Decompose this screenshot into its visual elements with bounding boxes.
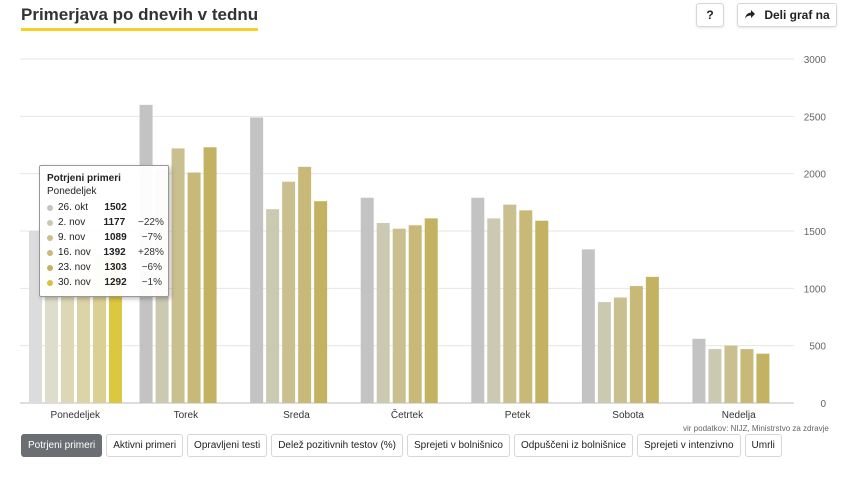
bar <box>692 338 706 403</box>
bar <box>45 268 58 403</box>
bar <box>298 166 312 403</box>
bar <box>392 228 406 403</box>
legend-dot <box>47 249 53 256</box>
tab-4[interactable]: Delež pozitivnih testov (%) <box>271 434 404 457</box>
x-tick-label: Četrtek <box>391 408 424 421</box>
tooltip-date: 9. nov <box>58 232 86 243</box>
x-tick-label: Torek <box>174 410 199 421</box>
tooltip-value: 1292 <box>104 277 127 288</box>
tooltip-row: 23. nov 1303 −6% <box>47 260 162 275</box>
tab-1[interactable]: Potrjeni primeri <box>21 434 103 457</box>
tab-2[interactable]: Aktivni primeri <box>106 434 184 457</box>
bar <box>266 209 280 403</box>
bar <box>581 249 595 403</box>
x-tick-label: Sreda <box>283 410 310 421</box>
share-label: Deli graf na <box>764 8 830 22</box>
tooltip-value: 1177 <box>103 217 126 228</box>
bar <box>61 278 74 403</box>
bar <box>250 117 264 403</box>
tooltip-subtitle: Ponedeljek <box>47 186 97 197</box>
x-tick-label: Nedelja <box>722 410 756 421</box>
tooltip-date: 23. nov <box>58 262 91 273</box>
bar <box>29 230 42 403</box>
tooltip-row: 16. nov 1392 +28% <box>47 245 164 260</box>
help-button[interactable]: ? <box>696 3 724 27</box>
tooltip-change: −6% <box>141 262 162 273</box>
bar <box>503 204 517 403</box>
bar <box>471 197 485 403</box>
chart-tooltip: Potrjeni primeri Ponedeljek 26. okt 1502 2… <box>39 165 169 297</box>
bar <box>519 210 533 403</box>
bar <box>535 220 549 403</box>
tooltip-row: 30. nov 1292 −1% <box>47 275 162 290</box>
y-tick-label: 500 <box>809 342 826 353</box>
bar <box>708 349 722 403</box>
bar <box>408 225 422 403</box>
tooltip-value: 1502 <box>104 202 127 213</box>
y-tick-label: 0 <box>820 399 826 410</box>
legend-dot <box>47 264 53 271</box>
tooltip-row: 9. nov 1089 −7% <box>47 230 162 245</box>
bar <box>314 201 328 403</box>
bar <box>187 172 201 403</box>
bar <box>613 297 627 403</box>
data-source: vir podatkov: NIJZ, Ministrstvo za zdrav… <box>683 424 829 433</box>
tooltip-change: +28% <box>138 247 164 258</box>
bar <box>597 302 611 403</box>
y-tick-label: 2500 <box>804 112 827 123</box>
x-tick-label: Sobota <box>612 410 644 421</box>
bar <box>360 197 374 403</box>
tooltip-row: 26. okt 1502 <box>47 200 162 215</box>
share-icon <box>745 10 756 19</box>
tooltip-value: 1392 <box>103 247 126 258</box>
tooltip-date: 2. nov <box>58 217 86 228</box>
page-title: Primerjava po dnevih v tednu <box>21 5 259 31</box>
bar <box>756 353 770 403</box>
bar <box>424 218 438 403</box>
tooltip-date: 30. nov <box>58 277 91 288</box>
tooltip-title: Potrjeni primeri <box>47 173 121 184</box>
bar <box>282 181 296 403</box>
bar <box>376 222 390 403</box>
tooltip-change: −7% <box>141 232 162 243</box>
tab-7[interactable]: Sprejeti v intenzivno <box>637 434 741 457</box>
bar <box>724 345 738 403</box>
tab-5[interactable]: Sprejeti v bolnišnico <box>407 434 510 457</box>
tooltip-value: 1303 <box>104 262 127 273</box>
tab-8[interactable]: Umrli <box>744 434 782 457</box>
bar <box>645 276 659 403</box>
y-tick-label: 2000 <box>804 170 827 181</box>
tab-3[interactable]: Opravljeni testi <box>187 434 268 457</box>
legend-dot <box>47 219 53 226</box>
legend-dot <box>47 204 53 211</box>
tooltip-date: 16. nov <box>58 247 91 258</box>
metric-tabs: Potrjeni primeri Aktivni primeri Opravljen… <box>21 434 782 457</box>
x-tick-label: Ponedeljek <box>51 410 101 421</box>
bar <box>487 218 501 403</box>
tooltip-change: −1% <box>141 277 162 288</box>
y-tick-label: 1500 <box>804 227 827 238</box>
bar <box>171 148 185 403</box>
bar <box>203 147 217 403</box>
x-tick-label: Petek <box>505 410 532 421</box>
bar <box>740 349 754 403</box>
bar-chart: 0 500 1000 1500 2000 2500 3000 Ponedeljek Torek S… <box>20 55 827 421</box>
y-tick-label: 3000 <box>804 55 827 66</box>
y-tick-label: 1000 <box>804 284 827 295</box>
tab-6[interactable]: Odpuščeni iz bolnišnice <box>513 434 634 457</box>
tooltip-change: −22% <box>138 217 164 228</box>
bar <box>629 286 643 403</box>
tooltip-row: 2. nov 1177 −22% <box>47 215 164 230</box>
share-button[interactable]: Deli graf na <box>737 3 837 27</box>
legend-dot <box>47 234 53 241</box>
tooltip-date: 26. okt <box>58 202 89 213</box>
legend-dot <box>47 279 53 286</box>
tooltip-value: 1089 <box>104 232 127 243</box>
